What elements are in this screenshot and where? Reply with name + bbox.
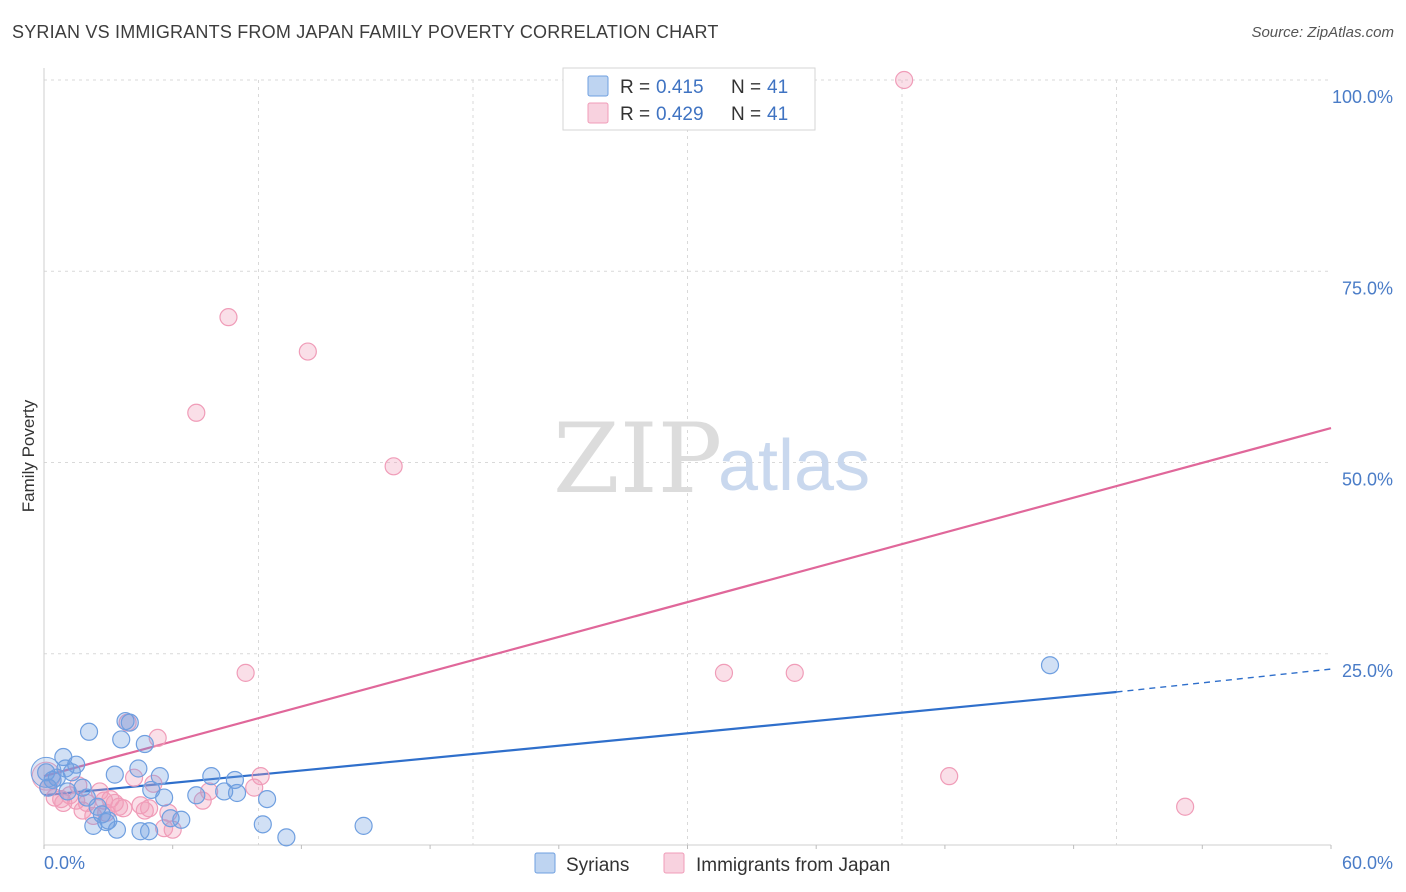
watermark-atlas: atlas	[718, 426, 870, 506]
chart-source: Source: ZipAtlas.com	[1251, 24, 1394, 41]
legend-r-value-syrians: 0.415	[656, 77, 704, 98]
legend-n-value-japan: 41	[767, 104, 788, 125]
legend-n-value-syrians: 41	[767, 77, 788, 98]
syrians-point	[79, 722, 99, 741]
syrians-point	[112, 730, 131, 749]
x-tick-label: 60.0%	[1342, 853, 1393, 873]
bottom-legend-syrians: Syrians	[566, 855, 629, 876]
syrians-point	[58, 782, 77, 801]
japan-point	[384, 457, 403, 476]
syrians-points	[30, 656, 1060, 847]
japan-point	[135, 801, 154, 820]
japan-point	[236, 663, 255, 682]
correlation-legend: R = 0.415 N = 41 R = 0.429 N = 41	[562, 67, 816, 131]
y-tick-label: 50.0%	[1342, 470, 1393, 490]
watermark: ZIP atlas	[553, 403, 870, 515]
x-tick-label: 0.0%	[44, 853, 85, 873]
bottom-legend-swatch-japan	[663, 852, 685, 874]
syrians-point	[105, 765, 124, 784]
y-tick-label: 100.0%	[1332, 87, 1393, 107]
syrians-cluster-point	[30, 756, 62, 788]
chart-title: SYRIAN VS IMMIGRANTS FROM JAPAN FAMILY P…	[12, 22, 719, 42]
legend-n-label-syrians: N =	[731, 77, 761, 98]
syrians-point	[73, 778, 92, 797]
syrians-point	[227, 783, 247, 803]
legend-r-value-japan: 0.429	[656, 104, 704, 125]
syrians-point	[277, 828, 296, 847]
japan-point	[219, 308, 238, 327]
series-legend: Syrians Immigrants from Japan	[534, 852, 890, 876]
axes	[43, 68, 1332, 849]
tick-labels: 25.0% 50.0% 75.0% 100.0% 0.0% 60.0%	[44, 87, 1393, 873]
japan-point	[785, 663, 804, 682]
syrians-point	[67, 755, 86, 774]
syrians-point	[187, 786, 206, 805]
syrians-point	[253, 815, 272, 834]
legend-swatch-syrians	[587, 75, 609, 97]
syrians-point	[120, 713, 139, 732]
japan-point	[714, 663, 734, 682]
japan-point	[1176, 797, 1195, 816]
japan-point	[940, 767, 959, 786]
y-tick-label: 75.0%	[1342, 278, 1393, 298]
syrians-point	[140, 822, 159, 841]
y-axis-label: Family Poverty	[19, 399, 38, 512]
legend-box	[562, 67, 816, 131]
legend-r-label-syrians: R =	[620, 77, 650, 98]
japan-point	[245, 778, 264, 797]
syrians-point	[172, 810, 191, 829]
trendline-syrians	[43, 690, 1117, 797]
syrians-point	[135, 734, 154, 754]
syrians-point	[1040, 656, 1060, 675]
syrians-point	[257, 789, 277, 809]
syrians-point	[107, 820, 127, 839]
legend-r-label-japan: R =	[620, 104, 650, 125]
trendlines	[43, 427, 1332, 797]
japan-point	[298, 342, 317, 361]
japan-point	[124, 768, 144, 787]
trendline-extension-syrians	[1116, 668, 1332, 693]
japan-point	[251, 767, 270, 786]
trendline-japan	[43, 427, 1332, 778]
japan-point	[895, 70, 914, 90]
watermark-zip: ZIP	[553, 403, 722, 515]
legend-n-label-japan: N =	[731, 104, 761, 125]
syrians-point	[129, 759, 148, 778]
bottom-legend-swatch-syrians	[534, 852, 556, 874]
syrians-point	[150, 767, 169, 786]
syrians-point	[202, 767, 221, 786]
y-tick-label: 25.0%	[1342, 661, 1393, 681]
legend-swatch-japan	[587, 102, 609, 124]
syrians-point	[155, 788, 174, 807]
syrians-point	[354, 816, 373, 835]
bottom-legend-japan: Immigrants from Japan	[696, 855, 890, 876]
japan-point	[109, 797, 129, 816]
japan-point	[187, 403, 206, 422]
